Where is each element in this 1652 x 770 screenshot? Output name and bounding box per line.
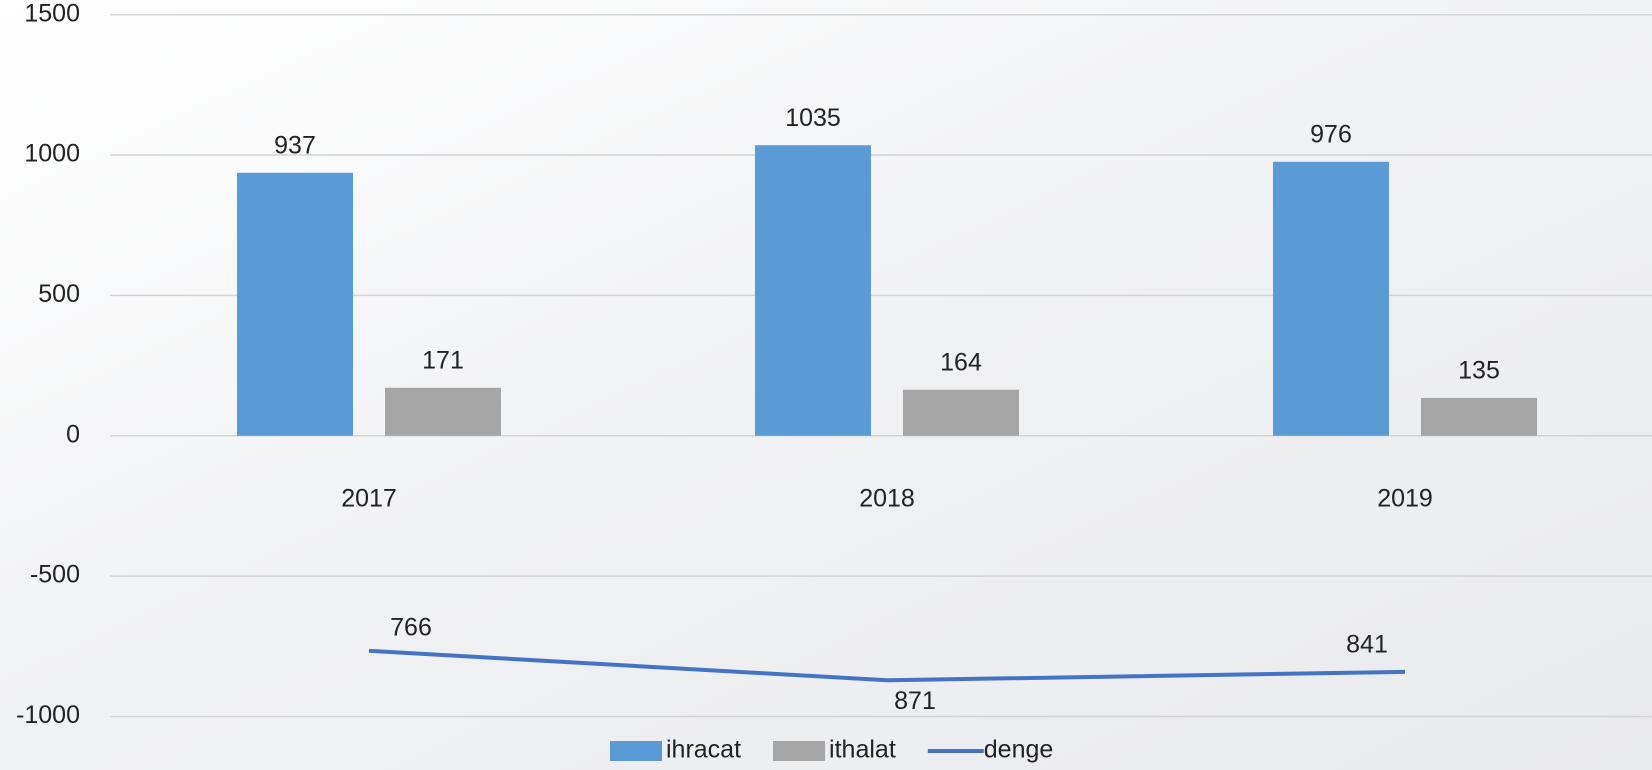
data-label: 171	[422, 346, 464, 374]
bar	[1421, 397, 1537, 436]
legend-label: ithalat	[829, 736, 896, 764]
legend-label: ihracat	[666, 736, 741, 764]
x-tick-label: 2017	[341, 484, 397, 512]
bar	[237, 172, 353, 436]
data-label: 164	[940, 348, 982, 376]
x-tick-label: 2019	[1377, 484, 1433, 512]
data-label: 766	[390, 613, 432, 641]
bar	[385, 387, 501, 436]
data-label: 135	[1458, 356, 1500, 384]
y-tick-label: -500	[30, 561, 80, 589]
y-tick-label: 500	[38, 280, 80, 308]
data-label: 841	[1346, 630, 1388, 658]
data-label: 1035	[785, 104, 841, 132]
y-tick-label: -1000	[16, 701, 80, 729]
bar	[755, 145, 871, 436]
legend-swatch	[610, 741, 662, 761]
data-label: 976	[1310, 120, 1352, 148]
y-tick-label: 1000	[24, 140, 80, 168]
bar	[1273, 161, 1389, 436]
line	[368, 648, 1406, 683]
y-tick-label: 0	[66, 420, 80, 448]
data-label: 871	[894, 687, 936, 715]
bar	[903, 389, 1019, 436]
legend-swatch	[773, 741, 826, 761]
x-tick-label: 2018	[859, 484, 915, 512]
legend-label: denge	[984, 736, 1054, 764]
y-tick-label: 1500	[24, 0, 80, 27]
data-label: 937	[274, 131, 316, 159]
